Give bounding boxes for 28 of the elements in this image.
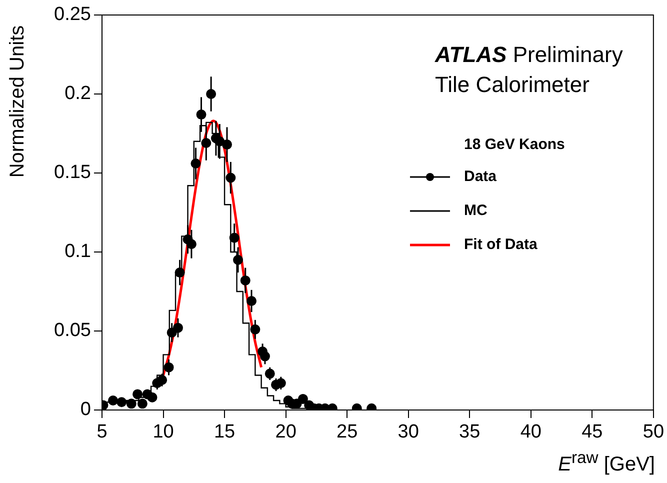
annotation: Tile Calorimeter [435,72,590,97]
x-tick-label: 10 [152,422,174,443]
point [126,398,136,409]
y-tick-label: 0.25 [54,4,91,26]
y-tick-label: 0 [80,399,91,420]
x-tick-label: 30 [398,422,419,443]
x-axis-title: E$^{raw}$ [GeV] [558,448,655,477]
y-tick-label: 0.1 [64,241,91,262]
point [137,398,148,409]
y-tick-label: 0.15 [54,162,91,184]
legend-label: Fit of Data [464,235,538,255]
legend-label: MC [464,201,488,221]
legend-title: 18 GeV Kaons [464,135,565,155]
x-tick-label: 15 [214,422,236,443]
x-tick-label: 50 [642,422,664,443]
annotation: Preliminary [512,42,623,67]
x-tick-label: 20 [275,422,296,443]
x-tick-label: 25 [336,422,358,443]
x-tick-label: 45 [582,422,603,443]
annotation: ATLAS [435,42,507,67]
x-tick-label: 35 [459,422,480,443]
point [116,397,127,408]
x-tick-label: 40 [520,422,542,443]
y-tick-label: 0.05 [54,320,91,342]
y-tick-label: 0.2 [64,83,91,104]
legend-label: Data [464,167,497,187]
y-axis-title: Normalized Units [6,24,30,180]
x-tick-label: 5 [96,422,108,443]
